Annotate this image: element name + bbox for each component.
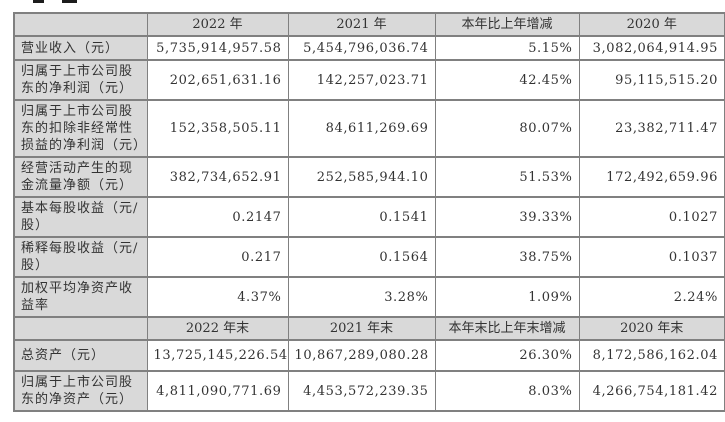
header-2020-year-end: 2020 年末 [578, 316, 725, 341]
header-2022-year-end: 2022 年末 [146, 316, 289, 341]
value-cell: 0.2147 [146, 196, 289, 238]
value-cell: 51.53% [434, 156, 580, 198]
row-label: 加权平均净资产收益率 [13, 276, 148, 318]
row-label: 归属于上市公司股东的净资产（元） [13, 370, 148, 412]
table-header-row-year-end: 2022 年末 2021 年末 本年末比上年末增减 2020 年末 [13, 316, 725, 341]
value-cell: 202,651,631.16 [146, 59, 289, 101]
value-cell: 382,734,652.91 [146, 156, 289, 198]
row-label: 归属于上市公司股东的扣除非经常性损益的净利润（元） [13, 99, 148, 158]
header-2020: 2020 年 [578, 12, 725, 37]
row-label: 总资产（元） [13, 339, 148, 372]
header-blank-cell [13, 12, 148, 37]
table-row-revenue: 营业收入（元） 5,735,914,957.58 5,454,796,036.7… [13, 35, 725, 61]
clipped-text-fragment [0, 0, 120, 4]
row-label: 营业收入（元） [13, 35, 148, 61]
table-row-net-profit: 归属于上市公司股东的净利润（元） 202,651,631.16 142,257,… [13, 59, 725, 101]
value-cell: 142,257,023.71 [287, 59, 436, 101]
value-cell: 152,358,505.11 [146, 99, 289, 158]
value-cell: 8,172,586,162.04 [578, 339, 725, 372]
value-cell: 4.37% [146, 276, 289, 318]
value-cell: 26.30% [434, 339, 580, 372]
value-cell: 23,382,711.47 [578, 99, 725, 158]
header-2021-year-end: 2021 年末 [287, 316, 436, 341]
financial-metrics-table: 2022 年 2021 年 本年比上年增减 2020 年 营业收入（元） 5,7… [13, 12, 725, 412]
value-cell: 84,611,269.69 [287, 99, 436, 158]
table-row-diluted-eps: 稀释每股收益（元/股） 0.217 0.1564 38.75% 0.1037 [13, 236, 725, 278]
row-label: 经营活动产生的现金流量净额（元） [13, 156, 148, 198]
value-cell: 42.45% [434, 59, 580, 101]
row-label: 归属于上市公司股东的净利润（元） [13, 59, 148, 101]
table-row-net-profit-excl-nonrecurring: 归属于上市公司股东的扣除非经常性损益的净利润（元） 152,358,505.11… [13, 99, 725, 158]
value-cell: 0.217 [146, 236, 289, 278]
value-cell: 252,585,944.10 [287, 156, 436, 198]
header-blank-cell [13, 316, 148, 341]
header-2022: 2022 年 [146, 12, 289, 37]
value-cell: 8.03% [434, 370, 580, 412]
header-yoy-change: 本年比上年增减 [434, 12, 580, 37]
table-row-operating-cash-flow: 经营活动产生的现金流量净额（元） 382,734,652.91 252,585,… [13, 156, 725, 198]
header-2021: 2021 年 [287, 12, 436, 37]
value-cell: 0.1037 [578, 236, 725, 278]
table-header-row-year: 2022 年 2021 年 本年比上年增减 2020 年 [13, 12, 725, 37]
row-label: 基本每股收益（元/股） [13, 196, 148, 238]
value-cell: 3.28% [287, 276, 436, 318]
value-cell: 2.24% [578, 276, 725, 318]
value-cell: 172,492,659.96 [578, 156, 725, 198]
value-cell: 0.1541 [287, 196, 436, 238]
value-cell: 38.75% [434, 236, 580, 278]
value-cell: 95,115,515.20 [578, 59, 725, 101]
table-row-total-assets: 总资产（元） 13,725,145,226.54 10,867,289,080.… [13, 339, 725, 372]
value-cell: 1.09% [434, 276, 580, 318]
row-label: 稀释每股收益（元/股） [13, 236, 148, 278]
value-cell: 3,082,064,914.95 [578, 35, 725, 61]
table-row-basic-eps: 基本每股收益（元/股） 0.2147 0.1541 39.33% 0.1027 [13, 196, 725, 238]
value-cell: 0.1564 [287, 236, 436, 278]
value-cell: 5,454,796,036.74 [287, 35, 436, 61]
value-cell: 5.15% [434, 35, 580, 61]
table-row-net-assets: 归属于上市公司股东的净资产（元） 4,811,090,771.69 4,453,… [13, 370, 725, 412]
value-cell: 10,867,289,080.28 [287, 339, 436, 372]
value-cell: 4,266,754,181.42 [578, 370, 725, 412]
value-cell: 4,811,090,771.69 [146, 370, 289, 412]
value-cell: 4,453,572,239.35 [287, 370, 436, 412]
value-cell: 0.1027 [578, 196, 725, 238]
value-cell: 39.33% [434, 196, 580, 238]
value-cell: 80.07% [434, 99, 580, 158]
header-year-end-change: 本年末比上年末增减 [434, 316, 580, 341]
value-cell: 5,735,914,957.58 [146, 35, 289, 61]
value-cell: 13,725,145,226.54 [146, 339, 289, 372]
table-row-weighted-avg-roe: 加权平均净资产收益率 4.37% 3.28% 1.09% 2.24% [13, 276, 725, 318]
